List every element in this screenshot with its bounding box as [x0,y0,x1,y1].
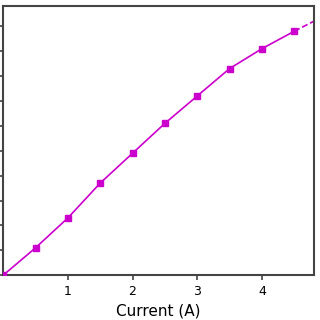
X-axis label: Current (A): Current (A) [116,303,201,318]
